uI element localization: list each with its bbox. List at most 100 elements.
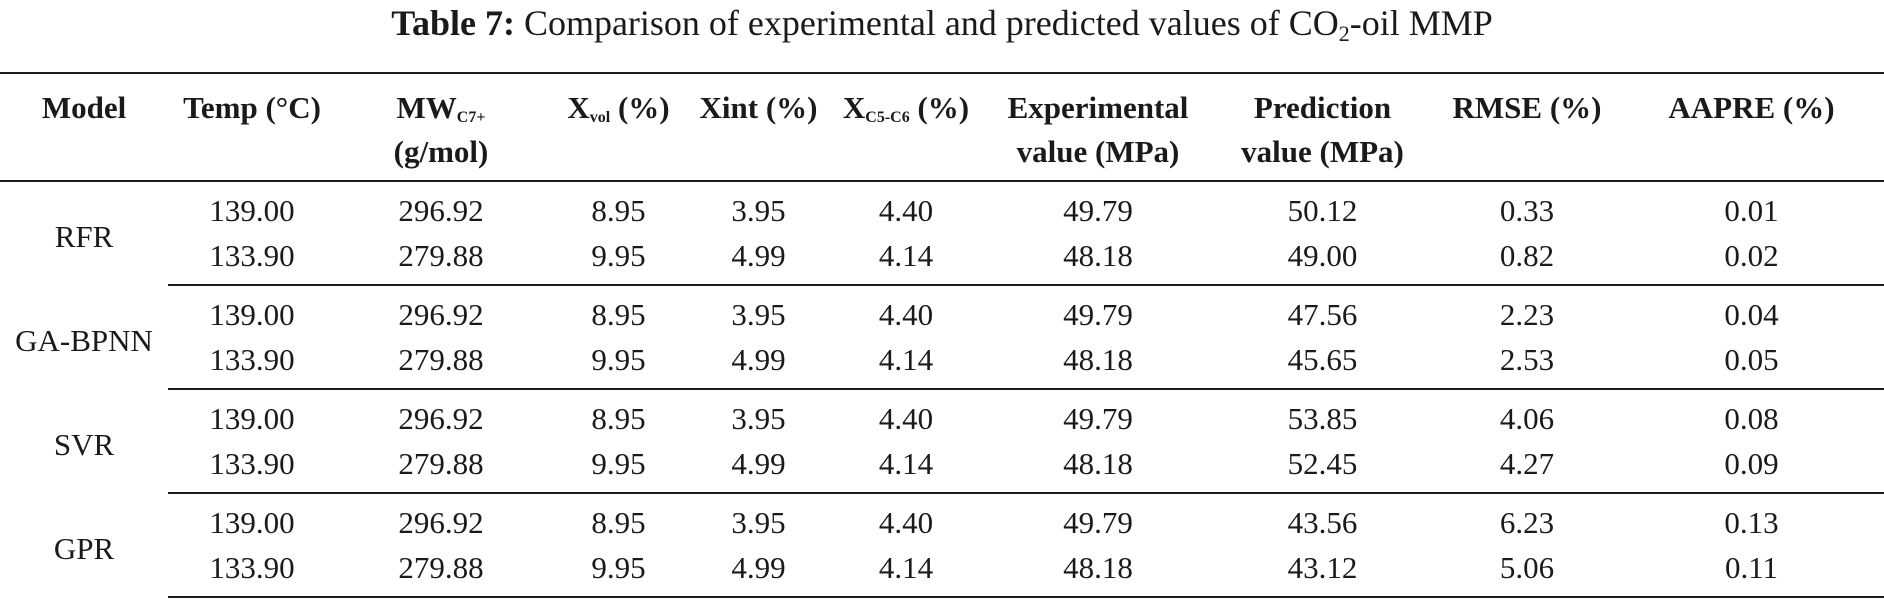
experimental-cell: 48.18 [986, 441, 1210, 494]
rmse-cell: 6.23 [1499, 505, 1555, 540]
temp-cell: 133.90 [168, 233, 336, 286]
mw-cell: 279.88 [336, 441, 546, 494]
xint-cell: 4.99 [691, 233, 826, 286]
aapre-cell: 0.02 [1619, 233, 1884, 286]
xint-cell: 4.99 [691, 337, 826, 390]
header-experimental: Experimental value (MPa) [986, 72, 1210, 182]
experimental-cell: 49.79 [1063, 297, 1133, 332]
header-experimental-line1: Experimental [1007, 90, 1189, 125]
header-experimental-line2: value (MPa) [1016, 134, 1180, 169]
experimental-cell: 48.18 [986, 545, 1210, 598]
aapre-cell: 0.05 [1619, 337, 1884, 390]
table-container: Model Temp (°C) MWC7+ (g/mol) Xvol (%) X… [0, 72, 1884, 598]
mw-cell: 296.92 [398, 193, 484, 228]
table-row: SVR 139.00 296.92 8.95 3.95 4.40 49.79 53.85 4.0… [0, 389, 1884, 462]
rmse-cell: 4.06 [1499, 401, 1555, 436]
mw-cell: 279.88 [336, 233, 546, 286]
xint-cell: 3.95 [731, 297, 786, 332]
table-row: 133.90 279.88 9.95 4.99 4.14 48.18 43.12 5.06 0.… [0, 545, 1884, 598]
experimental-cell: 49.79 [1063, 401, 1133, 436]
header-xc5-sub: C5-C6 [865, 109, 910, 126]
temp-cell: 139.00 [209, 193, 295, 228]
xvol-cell: 9.95 [546, 337, 691, 390]
aapre-cell: 0.01 [1724, 193, 1779, 228]
table-row: 133.90 279.88 9.95 4.99 4.14 48.18 52.45 4.27 0.… [0, 441, 1884, 494]
temp-cell: 133.90 [168, 337, 336, 390]
header-xvol-main: X [567, 90, 590, 125]
xvol-cell: 8.95 [591, 193, 646, 228]
header-xvol: Xvol (%) [546, 72, 691, 182]
aapre-cell: 0.09 [1619, 441, 1884, 494]
experimental-cell: 48.18 [986, 337, 1210, 390]
caption-label: Table 7: [391, 3, 515, 43]
table-row: 133.90 279.88 9.95 4.99 4.14 48.18 45.65 2.53 0.… [0, 337, 1884, 390]
aapre-cell: 0.11 [1619, 545, 1884, 598]
caption-text-end: -oil MMP [1349, 3, 1493, 43]
xc5-cell: 4.14 [826, 233, 986, 286]
caption-text: Comparison of experimental and predicted… [523, 3, 1339, 43]
xint-cell: 3.95 [731, 505, 786, 540]
temp-cell: 139.00 [209, 505, 295, 540]
aapre-cell: 0.13 [1724, 505, 1779, 540]
header-mw: MWC7+ (g/mol) [336, 72, 546, 182]
header-rmse: RMSE (%) [1435, 72, 1619, 182]
table-caption: Table 7: Comparison of experimental and … [0, 0, 1884, 50]
temp-cell: 133.90 [168, 441, 336, 494]
table-header: Model Temp (°C) MWC7+ (g/mol) Xvol (%) X… [0, 72, 1884, 182]
model-cell: SVR [53, 426, 115, 462]
prediction-cell: 52.45 [1210, 441, 1435, 494]
header-xint: Xint (%) [691, 72, 826, 182]
experimental-cell: 49.79 [1063, 193, 1133, 228]
xc5-cell: 4.14 [826, 545, 986, 598]
mw-cell: 296.92 [398, 297, 484, 332]
prediction-cell: 43.56 [1287, 505, 1358, 540]
mw-cell: 279.88 [336, 545, 546, 598]
aapre-cell: 0.08 [1724, 401, 1779, 436]
experimental-cell: 48.18 [986, 233, 1210, 286]
mw-cell: 279.88 [336, 337, 546, 390]
prediction-cell: 53.85 [1287, 401, 1358, 436]
header-prediction: Prediction value (MPa) [1210, 72, 1435, 182]
header-prediction-line1: Prediction [1253, 90, 1392, 125]
xvol-cell: 8.95 [591, 505, 646, 540]
prediction-cell: 50.12 [1287, 193, 1358, 228]
prediction-cell: 49.00 [1210, 233, 1435, 286]
rmse-cell: 0.82 [1435, 233, 1619, 286]
rmse-cell: 2.53 [1435, 337, 1619, 390]
temp-cell: 133.90 [168, 545, 336, 598]
comparison-table: Model Temp (°C) MWC7+ (g/mol) Xvol (%) X… [0, 72, 1884, 598]
table-body: RFR 139.00 296.92 8.95 3.95 4.40 49.79 50.12 0.3… [0, 181, 1884, 598]
temp-cell: 139.00 [209, 297, 295, 332]
table-row: RFR 139.00 296.92 8.95 3.95 4.40 49.79 50.12 0.3… [0, 181, 1884, 254]
rmse-cell: 5.06 [1435, 545, 1619, 598]
xvol-cell: 9.95 [546, 233, 691, 286]
mw-cell: 296.92 [398, 401, 484, 436]
rmse-cell: 4.27 [1435, 441, 1619, 494]
caption-subscript: 2 [1338, 21, 1350, 46]
xint-cell: 3.95 [731, 401, 786, 436]
rmse-cell: 2.23 [1499, 297, 1555, 332]
header-aapre: AAPRE (%) [1619, 72, 1884, 182]
xc5-cell: 4.40 [878, 193, 934, 228]
header-xc5-main: X [842, 90, 866, 125]
xvol-cell: 9.95 [546, 441, 691, 494]
prediction-cell: 43.12 [1210, 545, 1435, 598]
table-row: 133.90 279.88 9.95 4.99 4.14 48.18 49.00 0.82 0.… [0, 233, 1884, 286]
model-cell: GA-BPNN [15, 322, 153, 358]
xc5-cell: 4.14 [826, 441, 986, 494]
header-xc5: XC5-C6 (%) [826, 72, 986, 182]
experimental-cell: 49.79 [1063, 505, 1133, 540]
header-mw-unit: (g/mol) [393, 134, 489, 169]
xc5-cell: 4.14 [826, 337, 986, 390]
table-row: GA-BPNN 139.00 296.92 8.95 3.95 4.40 49.79 47.5… [0, 285, 1884, 358]
xvol-cell: 9.95 [546, 545, 691, 598]
aapre-cell: 0.04 [1724, 297, 1779, 332]
header-row: Model Temp (°C) MWC7+ (g/mol) Xvol (%) X… [0, 72, 1884, 182]
model-cell: RFR [54, 219, 114, 254]
mw-cell: 296.92 [398, 505, 484, 540]
header-temp: Temp (°C) [168, 72, 336, 182]
rmse-cell: 0.33 [1499, 193, 1555, 228]
xc5-cell: 4.40 [878, 297, 934, 332]
xc5-cell: 4.40 [878, 505, 934, 540]
header-xvol-unit: (%) [617, 90, 670, 125]
